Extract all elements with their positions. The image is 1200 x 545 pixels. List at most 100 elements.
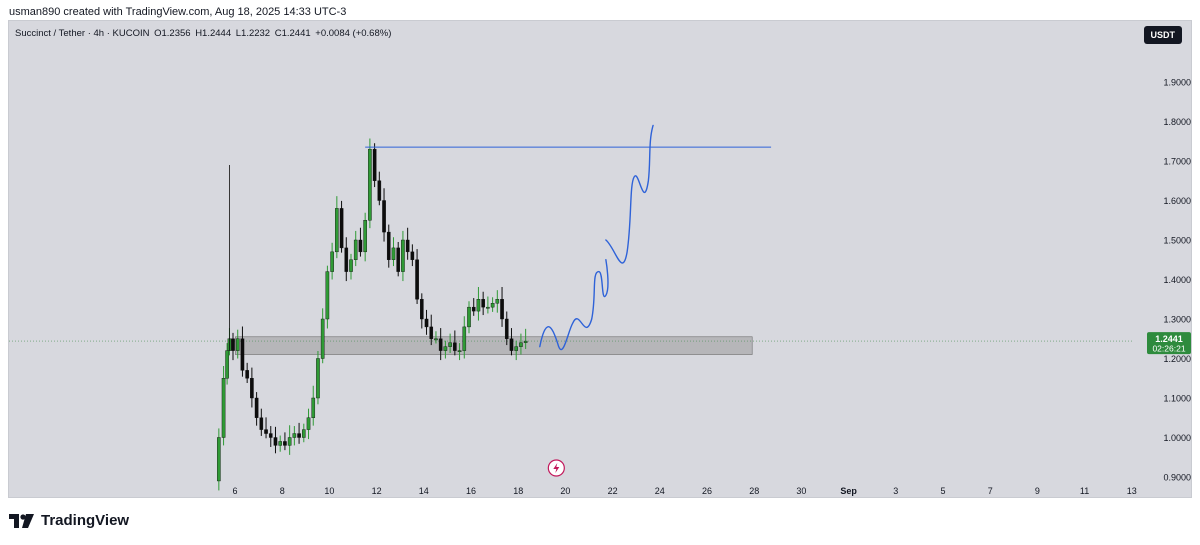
candle-body xyxy=(297,433,301,438)
candle-body xyxy=(495,299,500,304)
candle-body xyxy=(424,318,429,328)
candle-body xyxy=(344,247,349,272)
candle-body xyxy=(448,342,452,347)
x-tick-label: 13 xyxy=(1127,486,1137,496)
candle-body xyxy=(330,251,334,272)
candle-body xyxy=(372,148,377,181)
x-tick-label: 24 xyxy=(655,486,665,496)
lightning-bolt-icon xyxy=(553,463,560,473)
candle-body xyxy=(401,239,405,272)
x-tick-label: 28 xyxy=(749,486,759,496)
candle-body xyxy=(462,326,467,351)
candle-body xyxy=(292,433,297,438)
y-tick-label: 1.9000 xyxy=(1163,78,1191,88)
legend-change: +0.0084 (+0.68%) xyxy=(315,28,392,39)
candle-body xyxy=(434,338,438,341)
y-tick-label: 1.2000 xyxy=(1163,354,1191,364)
candle-body xyxy=(471,306,476,312)
x-tick-label: 8 xyxy=(280,486,285,496)
candle-body xyxy=(453,342,457,351)
x-tick-label: 3 xyxy=(893,486,898,496)
x-tick-label: 9 xyxy=(1035,486,1040,496)
candle-body xyxy=(302,429,306,438)
support-zone xyxy=(235,336,753,355)
candle-body xyxy=(386,231,391,260)
legend-symbol[interactable]: Succinct / Tether · 4h · KUCOIN xyxy=(15,28,150,39)
candle-body xyxy=(316,358,320,399)
candle-body xyxy=(476,299,481,312)
x-tick-label: 30 xyxy=(796,486,806,496)
candle-body xyxy=(377,180,382,201)
candle-body xyxy=(457,350,462,353)
candle-body xyxy=(349,259,353,272)
candle-body xyxy=(410,251,415,260)
candle-body xyxy=(245,370,249,379)
candle-body xyxy=(443,346,448,351)
x-tick-label: 6 xyxy=(232,486,237,496)
candle-body xyxy=(486,306,490,309)
candle-body xyxy=(405,239,410,253)
chart-legend: Succinct / Tether · 4h · KUCOIN O1.2356 … xyxy=(15,28,393,39)
candle-body xyxy=(504,318,509,339)
candle-body xyxy=(283,441,287,446)
tradingview-logo-icon xyxy=(9,513,34,528)
candle-body xyxy=(254,397,259,418)
price-chart[interactable]: 0.9000 1.0000 1.1000 1.2000 1.3000 1.4000 1.50… xyxy=(9,21,1192,498)
candle-body xyxy=(278,441,283,446)
candle-body xyxy=(415,259,419,300)
candle-body xyxy=(250,378,254,399)
candle-body xyxy=(240,338,245,371)
candle-body xyxy=(339,208,344,249)
candle-body xyxy=(481,299,485,308)
candle-body xyxy=(273,437,278,446)
brand-logo: TradingView xyxy=(9,512,129,529)
candle-body xyxy=(368,148,372,221)
candle-body xyxy=(335,208,339,253)
candle-body xyxy=(382,200,386,233)
candle-body xyxy=(225,350,229,379)
x-tick-label: Sep xyxy=(840,486,857,496)
candle-body xyxy=(420,299,424,320)
legend-close: C1.2441 xyxy=(274,28,311,39)
current-price-label: 1.2441 xyxy=(1155,334,1183,344)
x-tick-label: 14 xyxy=(419,486,429,496)
candle-body xyxy=(519,342,523,347)
y-tick-label: 1.8000 xyxy=(1163,117,1191,127)
candle-body xyxy=(363,220,367,253)
candle-body xyxy=(438,338,443,351)
bar-countdown-label: 02:26:21 xyxy=(1152,344,1185,354)
currency-button[interactable]: USDT xyxy=(1143,26,1182,44)
candle-body xyxy=(231,338,235,351)
chart-pane[interactable]: 0.9000 1.0000 1.1000 1.2000 1.3000 1.4000 1.50… xyxy=(8,20,1192,498)
legend-low: L1.2232 xyxy=(235,28,271,39)
y-tick-label: 1.7000 xyxy=(1163,157,1191,167)
candle-body xyxy=(287,437,292,446)
x-tick-label: 18 xyxy=(513,486,523,496)
price-scale-area xyxy=(1133,21,1191,497)
candle-body xyxy=(320,318,325,359)
x-tick-label: 11 xyxy=(1080,486,1089,496)
brand-name: TradingView xyxy=(41,512,130,529)
candle-body xyxy=(391,247,396,260)
y-tick-label: 1.5000 xyxy=(1163,236,1191,246)
candle-body xyxy=(429,326,434,339)
candle-body xyxy=(306,417,311,430)
candle-body xyxy=(500,299,504,320)
candle-body xyxy=(396,247,401,272)
candle-body xyxy=(264,429,268,434)
candle-body xyxy=(325,271,330,320)
candle-body xyxy=(217,437,221,482)
candle-body xyxy=(353,239,358,260)
author-header: usman890 created with TradingView.com, A… xyxy=(9,6,347,18)
x-tick-label: 10 xyxy=(324,486,334,496)
x-tick-label: 26 xyxy=(702,486,712,496)
price-label-box xyxy=(1147,332,1191,355)
candle-body xyxy=(523,340,528,343)
candle-body xyxy=(358,239,363,253)
y-tick-label: 1.3000 xyxy=(1163,315,1191,325)
y-tick-label: 1.6000 xyxy=(1163,196,1191,206)
candle-body xyxy=(509,338,514,351)
candle-body xyxy=(514,346,519,351)
candle-body xyxy=(268,433,273,438)
projection-drawing xyxy=(539,124,654,351)
